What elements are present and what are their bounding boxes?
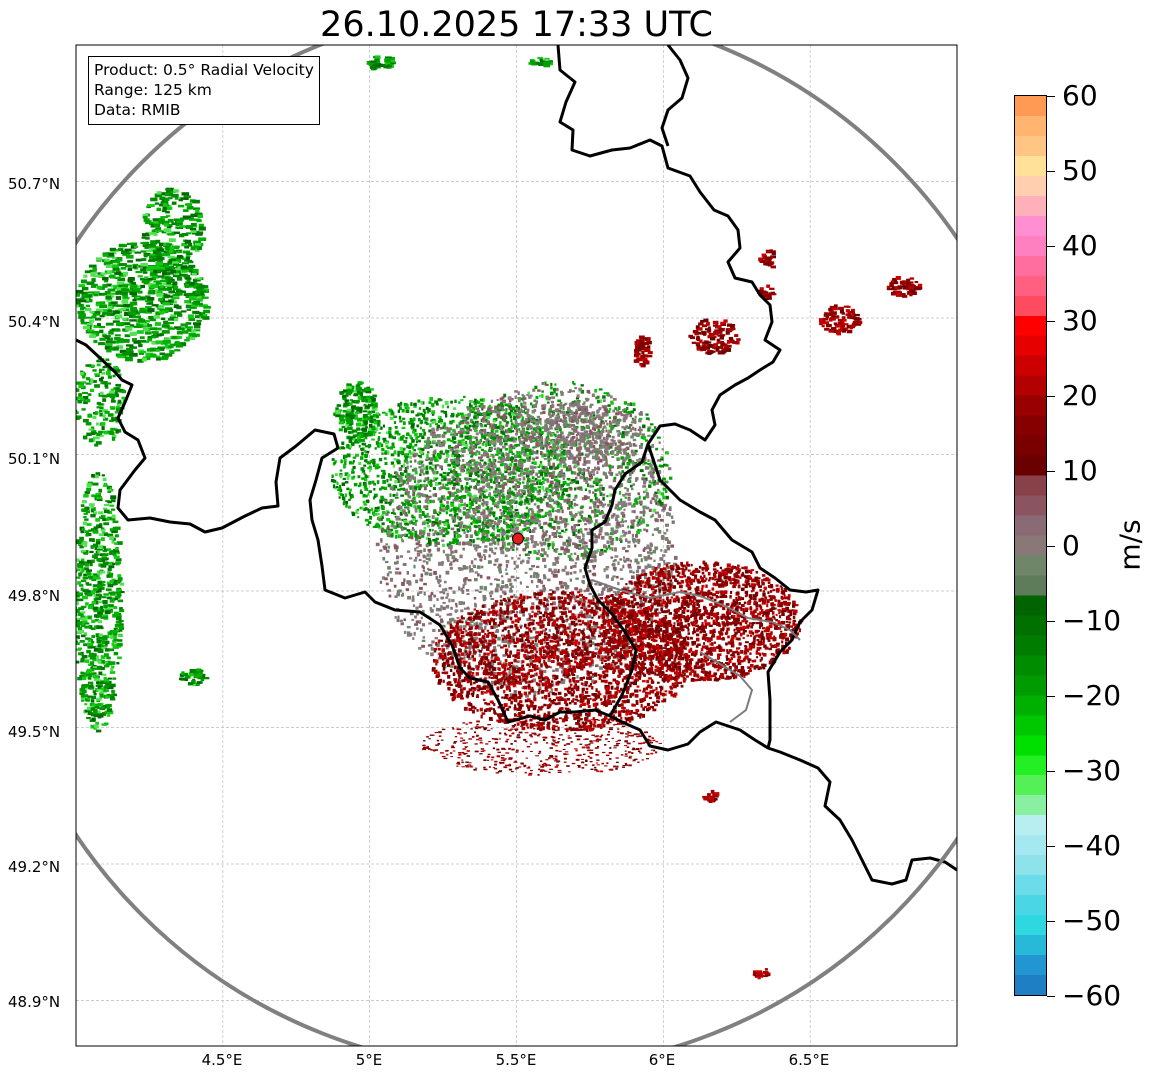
colorbar-tick-label: 60 <box>1062 79 1098 112</box>
colorbar-unit-label: m/s <box>1113 519 1147 571</box>
colorbar-tick <box>1047 695 1055 697</box>
product-label: Product: 0.5° Radial Velocity <box>94 61 314 79</box>
colorbar-tick-label: 10 <box>1062 454 1098 487</box>
colorbar <box>1014 95 1047 996</box>
colorbar-tick-label: −30 <box>1062 754 1122 787</box>
lon-tick-label: 5.5°E <box>495 1051 537 1069</box>
colorbar-tick <box>1047 545 1055 547</box>
colorbar-tick-label: 30 <box>1062 304 1098 337</box>
colorbar-tick-label: 20 <box>1062 379 1098 412</box>
colorbar-tick <box>1047 920 1055 922</box>
colorbar-tick <box>1047 245 1055 247</box>
colorbar-tick <box>1047 995 1055 997</box>
lat-tick-label: 49.5°N <box>8 723 61 741</box>
plot-frame <box>75 44 958 1047</box>
data-source-label: Data: RMIB <box>94 101 181 119</box>
lat-tick-label: 50.1°N <box>8 450 61 468</box>
colorbar-tick-label: −20 <box>1062 679 1122 712</box>
colorbar-tick <box>1047 470 1055 472</box>
colorbar-tick <box>1047 620 1055 622</box>
colorbar-tick-label: 0 <box>1062 529 1080 562</box>
colorbar-tick-label: −40 <box>1062 829 1122 862</box>
colorbar-tick <box>1047 845 1055 847</box>
radar-echoes <box>76 55 923 980</box>
colorbar-tick-label: 40 <box>1062 229 1098 262</box>
lat-tick-label: 48.9°N <box>8 993 61 1011</box>
lat-tick-label: 49.8°N <box>8 587 61 605</box>
chart-title: 26.10.2025 17:33 UTC <box>320 5 713 45</box>
info-box: Product: 0.5° Radial Velocity Range: 125… <box>88 56 320 125</box>
colorbar-tick-label: −60 <box>1062 979 1122 1012</box>
lon-tick-label: 6°E <box>648 1051 676 1069</box>
colorbar-tick-label: 50 <box>1062 154 1098 187</box>
gridlines <box>76 45 957 1046</box>
lat-tick-label: 49.2°N <box>8 858 61 876</box>
colorbar-tick-label: −50 <box>1062 904 1122 937</box>
colorbar-tick-label: −10 <box>1062 604 1122 637</box>
colorbar-tick <box>1047 320 1055 322</box>
colorbar-tick <box>1047 95 1055 97</box>
range-label: Range: 125 km <box>94 81 212 99</box>
country-borders <box>76 45 957 886</box>
radar-site-marker <box>511 532 524 545</box>
lat-tick-label: 50.7°N <box>8 175 61 193</box>
lat-tick-label: 50.4°N <box>8 313 61 331</box>
lon-tick-label: 5°E <box>355 1051 383 1069</box>
colorbar-tick <box>1047 170 1055 172</box>
colorbar-tick <box>1047 770 1055 772</box>
lon-tick-label: 4.5°E <box>201 1051 243 1069</box>
colorbar-tick <box>1047 395 1055 397</box>
lon-tick-label: 6.5°E <box>788 1051 830 1069</box>
